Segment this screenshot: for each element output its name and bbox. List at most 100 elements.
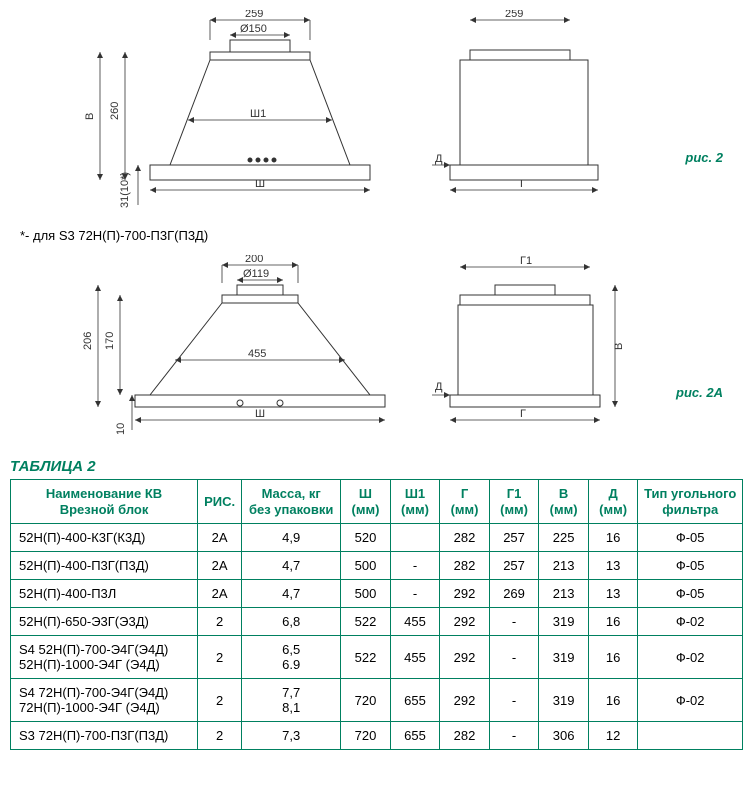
cell: 292	[440, 580, 490, 608]
cell: S4 72Н(П)-700-Э4Г(Э4Д)72Н(П)-1000-Э4Г (Э…	[11, 679, 198, 722]
cell: 319	[539, 679, 589, 722]
cell: 4,7	[242, 580, 341, 608]
cell: 720	[341, 679, 391, 722]
cell: 522	[341, 608, 391, 636]
cell: 13	[588, 552, 638, 580]
cell: 2	[198, 722, 242, 750]
cell: 655	[390, 679, 440, 722]
cell: Ф-05	[638, 552, 743, 580]
cell: 282	[440, 552, 490, 580]
col-header: Масса, кгбез упаковки	[242, 480, 341, 524]
table-row: S3 72Н(П)-700-П3Г(П3Д)27,3720655282-3061…	[11, 722, 743, 750]
cell: 52Н(П)-400-П3Г(П3Д)	[11, 552, 198, 580]
cell: 16	[588, 679, 638, 722]
cell: 257	[489, 552, 539, 580]
dim-d2: Д	[435, 381, 443, 393]
cell: S4 52Н(П)-700-Э4Г(Э4Д)52Н(П)-1000-Э4Г (Э…	[11, 636, 198, 679]
cell: 4,9	[242, 524, 341, 552]
cell: Ф-02	[638, 608, 743, 636]
dim-31: 31(10*)	[119, 172, 131, 208]
diagram-fig2a: 200 Ø119 455	[10, 255, 743, 450]
cell: 7,3	[242, 722, 341, 750]
cell: 500	[341, 552, 391, 580]
cell: 292	[440, 636, 490, 679]
col-header: Г(мм)	[440, 480, 490, 524]
cell: 292	[440, 679, 490, 722]
cell: 52Н(П)-400-К3Г(К3Д)	[11, 524, 198, 552]
cell: 2А	[198, 524, 242, 552]
dim-259: 259	[245, 10, 263, 20]
table-row: 52Н(П)-650-Э3Г(Э3Д)26,8522455292-31916Ф-…	[11, 608, 743, 636]
cell: 16	[588, 608, 638, 636]
cell: 306	[539, 722, 589, 750]
cell: 500	[341, 580, 391, 608]
cell: 52Н(П)-650-Э3Г(Э3Д)	[11, 608, 198, 636]
dim-259s: 259	[505, 10, 523, 20]
table-row: S4 52Н(П)-700-Э4Г(Э4Д)52Н(П)-1000-Э4Г (Э…	[11, 636, 743, 679]
cell: 319	[539, 636, 589, 679]
cell: 4,7	[242, 552, 341, 580]
cell: 520	[341, 524, 391, 552]
table-row: 52Н(П)-400-К3Г(К3Д)2А4,952028225722516Ф-…	[11, 524, 743, 552]
cell	[390, 524, 440, 552]
cell: 16	[588, 636, 638, 679]
cell: S3 72Н(П)-700-П3Г(П3Д)	[11, 722, 198, 750]
dim-260: 260	[109, 102, 121, 120]
dim-g1: Г1	[520, 255, 532, 267]
dim-d150: Ø150	[240, 23, 267, 35]
dim-v: В	[84, 113, 96, 120]
col-header: Г1(мм)	[489, 480, 539, 524]
cell: 2А	[198, 552, 242, 580]
cell: 213	[539, 552, 589, 580]
table-row: 52Н(П)-400-П3Л2А4,7500-29226921313Ф-05	[11, 580, 743, 608]
cell: -	[390, 552, 440, 580]
cell: 2	[198, 636, 242, 679]
cell: 2	[198, 608, 242, 636]
dim-10: 10	[115, 423, 127, 435]
cell: 455	[390, 608, 440, 636]
cell: 213	[539, 580, 589, 608]
cell: 7,78,1	[242, 679, 341, 722]
spec-table: Наименование КВВрезной блокРИС.Масса, кг…	[10, 479, 743, 750]
cell: 455	[390, 636, 440, 679]
table-row: S4 72Н(П)-700-Э4Г(Э4Д)72Н(П)-1000-Э4Г (Э…	[11, 679, 743, 722]
dim-sh1: Ш1	[250, 108, 266, 120]
cell: Ф-05	[638, 580, 743, 608]
cell: 282	[440, 722, 490, 750]
cell: 12	[588, 722, 638, 750]
dim-sh2: Ш	[255, 408, 265, 420]
cell: 2А	[198, 580, 242, 608]
col-header: Ш1(мм)	[390, 480, 440, 524]
footnote: *- для S3 72Н(П)-700-П3Г(П3Д)	[20, 228, 743, 243]
dim-sh: Ш	[255, 178, 265, 190]
dim-206: 206	[82, 332, 94, 350]
cell: 319	[539, 608, 589, 636]
cell: -	[390, 580, 440, 608]
cell: 522	[341, 636, 391, 679]
cell: 16	[588, 524, 638, 552]
cell	[638, 722, 743, 750]
col-header: Ш(мм)	[341, 480, 391, 524]
cell: Ф-05	[638, 524, 743, 552]
cell: 13	[588, 580, 638, 608]
cell: -	[489, 722, 539, 750]
cell: 6,8	[242, 608, 341, 636]
dim-d119: Ø119	[243, 268, 269, 280]
dim-d: Д	[435, 153, 443, 165]
col-header: Тип угольногофильтра	[638, 480, 743, 524]
dim-g2: Г	[520, 408, 526, 420]
fig-label-2: рис. 2	[685, 150, 723, 165]
cell: 225	[539, 524, 589, 552]
cell: Ф-02	[638, 636, 743, 679]
cell: 269	[489, 580, 539, 608]
col-header: РИС.	[198, 480, 242, 524]
cell: 282	[440, 524, 490, 552]
cell: 2	[198, 679, 242, 722]
dim-g: Г	[520, 178, 526, 190]
cell: -	[489, 679, 539, 722]
col-header: Наименование КВВрезной блок	[11, 480, 198, 524]
cell: -	[489, 608, 539, 636]
diagram-fig2: 259 Ø150 Ш1	[10, 10, 743, 220]
cell: 720	[341, 722, 391, 750]
table-title: ТАБЛИЦА 2	[10, 458, 743, 475]
